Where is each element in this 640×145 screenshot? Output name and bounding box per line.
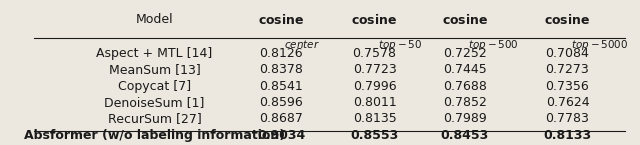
Text: 0.8596: 0.8596 [259, 96, 303, 109]
Text: 0.7688: 0.7688 [443, 79, 487, 93]
Text: $\mathit{center}$: $\mathit{center}$ [284, 38, 320, 50]
Text: 0.7273: 0.7273 [546, 63, 589, 76]
Text: 0.7852: 0.7852 [443, 96, 487, 109]
Text: MeanSum [13]: MeanSum [13] [109, 63, 200, 76]
Text: 0.8133: 0.8133 [543, 129, 591, 142]
Text: 0.8553: 0.8553 [351, 129, 399, 142]
Text: 0.7723: 0.7723 [353, 63, 396, 76]
Text: 0.7252: 0.7252 [443, 47, 487, 60]
Text: 0.8541: 0.8541 [259, 79, 303, 93]
Text: Aspect + MTL [14]: Aspect + MTL [14] [96, 47, 212, 60]
Text: $\mathit{top-500}$: $\mathit{top-500}$ [468, 38, 519, 52]
Text: 0.8453: 0.8453 [441, 129, 489, 142]
Text: 0.7084: 0.7084 [545, 47, 589, 60]
Text: 0.7996: 0.7996 [353, 79, 396, 93]
Text: $\mathit{top-5000}$: $\mathit{top-5000}$ [570, 38, 628, 52]
Text: 0.8011: 0.8011 [353, 96, 396, 109]
Text: 0.8126: 0.8126 [259, 47, 303, 60]
Text: Copycat [7]: Copycat [7] [118, 79, 191, 93]
Text: 0.7356: 0.7356 [546, 79, 589, 93]
Text: 0.7445: 0.7445 [443, 63, 487, 76]
Text: 0.7783: 0.7783 [545, 112, 589, 125]
Text: $\mathbf{cosine}$: $\mathbf{cosine}$ [351, 13, 398, 27]
Text: 0.8378: 0.8378 [259, 63, 303, 76]
Text: 0.7624: 0.7624 [546, 96, 589, 109]
Text: DenoiseSum [1]: DenoiseSum [1] [104, 96, 205, 109]
Text: $\mathbf{cosine}$: $\mathbf{cosine}$ [258, 13, 304, 27]
Text: 0.7989: 0.7989 [443, 112, 487, 125]
Text: Absformer (w/o labeling information): Absformer (w/o labeling information) [24, 129, 285, 142]
Text: 0.8687: 0.8687 [259, 112, 303, 125]
Text: $\mathbf{cosine}$: $\mathbf{cosine}$ [544, 13, 591, 27]
Text: 0.9034: 0.9034 [257, 129, 305, 142]
Text: 0.8135: 0.8135 [353, 112, 396, 125]
Text: $\mathit{top-50}$: $\mathit{top-50}$ [378, 38, 422, 52]
Text: 0.7578: 0.7578 [353, 47, 397, 60]
Text: Model: Model [136, 13, 173, 26]
Text: RecurSum [27]: RecurSum [27] [108, 112, 202, 125]
Text: $\mathbf{cosine}$: $\mathbf{cosine}$ [442, 13, 488, 27]
